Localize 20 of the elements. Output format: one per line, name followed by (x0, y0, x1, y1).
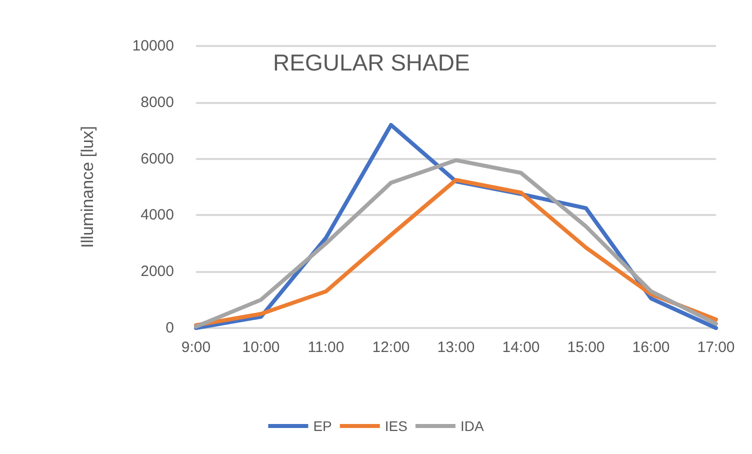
y-axis-title: Illuminance [lux] (78, 126, 97, 248)
chart-title: REGULAR SHADE (273, 50, 470, 76)
y-tick-label: 2000 (140, 263, 174, 280)
y-tick-label: 8000 (140, 94, 174, 111)
y-tick-label: 0 (166, 320, 174, 336)
x-tick-label: 15:00 (567, 339, 605, 356)
legend-label: IES (384, 418, 408, 434)
x-tick-label: 14:00 (502, 339, 540, 356)
x-tick-label: 11:00 (308, 339, 344, 356)
x-tick-label: 17:00 (697, 339, 735, 356)
x-tick-label: 12:00 (372, 339, 410, 356)
y-tick-label: 4000 (140, 206, 174, 224)
x-tick-label: 9:00 (181, 339, 211, 356)
y-tick-label: 6000 (140, 150, 174, 168)
legend-label: EP (313, 418, 332, 434)
legend-label: IDA (460, 418, 484, 434)
x-tick-label: 13:00 (437, 339, 475, 356)
x-tick-label: 10:00 (242, 339, 280, 356)
x-tick-label: 16:00 (632, 339, 670, 356)
y-tick-label: 10000 (132, 38, 174, 54)
